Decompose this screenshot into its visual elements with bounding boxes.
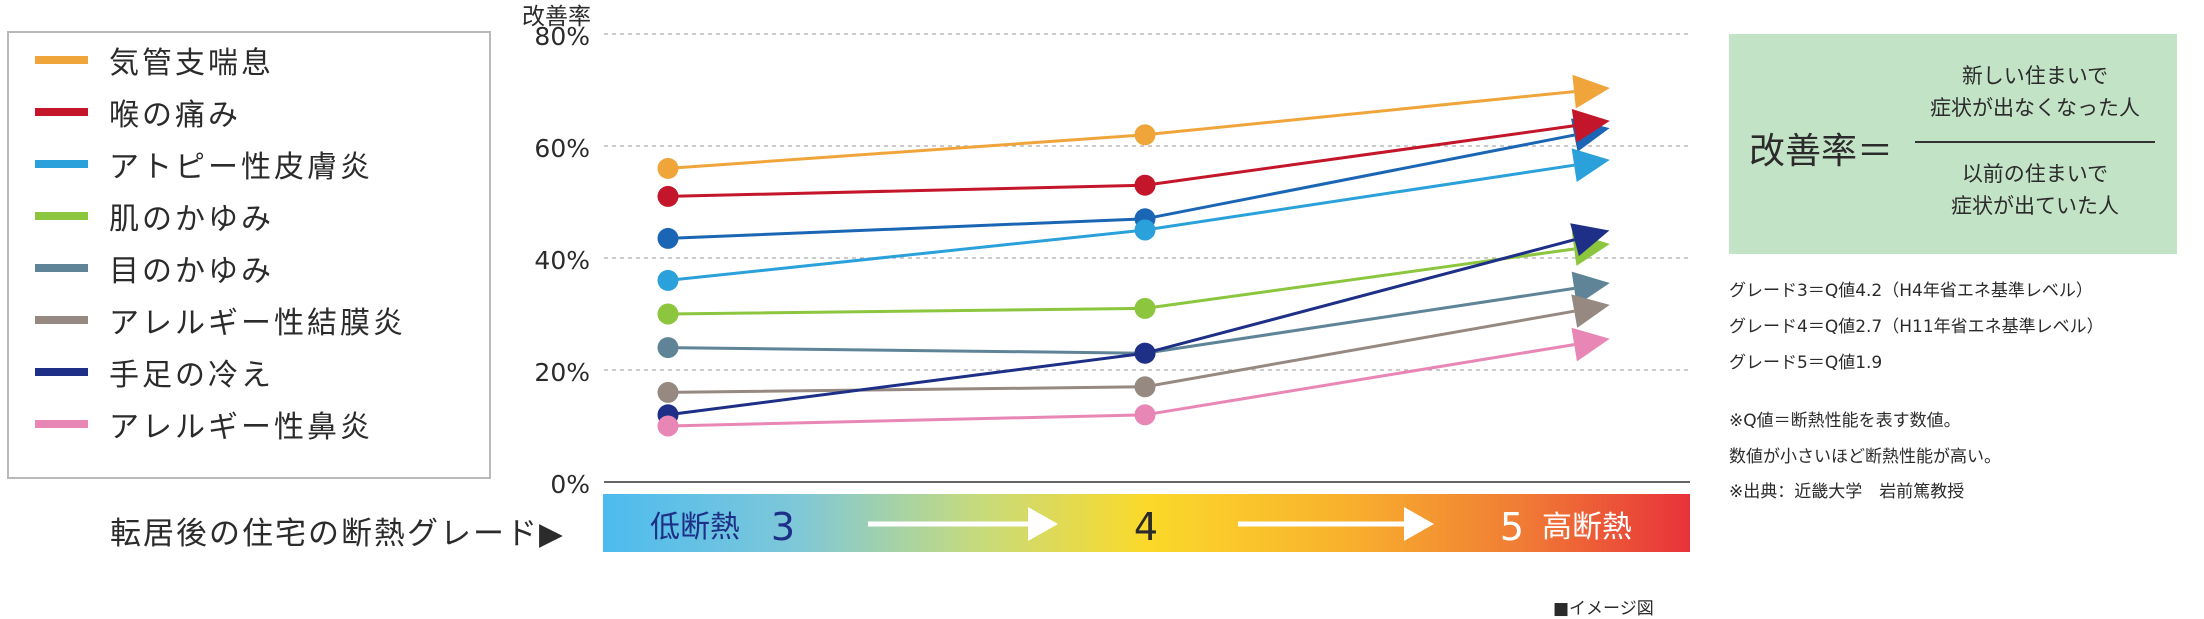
formula-denominator: 以前の住まいで 症状が出ていた人 — [1915, 158, 2155, 222]
y-tick-label: 0% — [550, 470, 590, 499]
legend-item: 手足の冷え — [35, 357, 274, 393]
legend-swatch — [35, 160, 88, 168]
y-tick-label: 20% — [534, 358, 590, 387]
series-7-point — [1134, 342, 1156, 364]
legend-item: アトピー性皮膚炎 — [35, 149, 373, 185]
note-grade-3: グレード3＝Q値4.2（H4年省エネ基準レベル） — [1729, 281, 2093, 301]
legend-label: アレルギー性結膜炎 — [109, 306, 406, 341]
series-3-point — [657, 269, 679, 291]
legend-item: 気管支喘息 — [35, 45, 274, 81]
low-insulation-label: 低断熱 — [650, 510, 740, 545]
legend-item: 肌のかゆみ — [35, 201, 274, 237]
grade-gradient-bar — [603, 494, 1690, 552]
series-6-arrowhead — [1571, 294, 1610, 328]
chart-legend: 気管支喘息喉の痛みアトピー性皮膚炎 肌のかゆみ目のかゆみアレルギー性結膜炎 手足の冷… — [7, 31, 491, 479]
y-tick-label: 60% — [534, 134, 590, 163]
formula-numerator: 新しい住まいで 症状が出なくなった人 — [1915, 60, 2155, 124]
series-4-point — [657, 303, 679, 325]
series-4-line — [667, 247, 1575, 316]
legend-item: アレルギー性鼻炎 — [35, 409, 373, 445]
note-grade-5: グレード5＝Q値1.9 — [1729, 353, 1883, 373]
series-7-arrowhead — [1570, 223, 1610, 257]
note-q-value-detail: 数値が小さいほど断熱性能が高い。 — [1729, 447, 2001, 467]
series-8-point — [1134, 404, 1156, 426]
series-3-arrowhead — [1571, 148, 1610, 182]
improvement-rate-formula: 改善率＝ 新しい住まいで 症状が出なくなった人 以前の住まいで 症状が出ていた人 — [1729, 34, 2177, 254]
legend-swatch — [35, 420, 88, 428]
legend-label: アトピー性皮膚炎 — [109, 150, 373, 185]
legend-swatch — [35, 316, 88, 324]
high-insulation-label: 高断熱 — [1542, 510, 1632, 545]
x-axis-caption: 転居後の住宅の断熱グレード▶ — [110, 516, 565, 552]
y-axis-title: 改善率 — [522, 4, 591, 30]
series-8-arrowhead — [1571, 327, 1610, 362]
series-8-point — [657, 415, 679, 437]
y-tick-label: 80% — [534, 22, 590, 51]
grade-label: 3 — [771, 505, 795, 549]
legend-label: 肌のかゆみ — [109, 202, 274, 237]
series-3-point — [1134, 219, 1156, 241]
series-2-point — [657, 185, 679, 207]
legend-label: アレルギー性鼻炎 — [109, 410, 373, 445]
series-5-line — [667, 286, 1575, 355]
grade-arrow-1-head — [1028, 507, 1058, 541]
series-5-arrowhead — [1571, 271, 1610, 306]
series-1-arrowhead — [1572, 74, 1610, 109]
formula-denominator-line-2: 症状が出ていた人 — [1951, 194, 2119, 218]
image-note: ■イメージ図 — [1553, 599, 1654, 619]
legend-label: 気管支喘息 — [109, 46, 274, 81]
series-1-point — [1134, 124, 1156, 146]
legend-item: 喉の痛み — [35, 97, 241, 133]
legend-swatch — [35, 264, 88, 272]
series-3-line — [667, 163, 1575, 282]
series-2-point — [1134, 174, 1156, 196]
formula-fraction-bar — [1915, 141, 2155, 143]
formula-lhs: 改善率＝ — [1749, 131, 1894, 172]
grade-label: 4 — [1134, 505, 1158, 549]
formula-numerator-line-1: 新しい住まいで — [1961, 64, 2109, 88]
legend-label: 喉の痛み — [109, 98, 241, 133]
note-grade-4: グレード4＝Q値2.7（H11年省エネ基準レベル） — [1729, 317, 2104, 337]
legend-swatch — [35, 212, 88, 220]
series-unlabeled-point — [657, 227, 679, 249]
formula-numerator-line-2: 症状が出なくなった人 — [1930, 96, 2140, 120]
note-source: ※出典：近畿大学 岩前篤教授 — [1729, 482, 1965, 502]
formula-denominator-line-1: 以前の住まいで — [1961, 162, 2109, 186]
grade-label: 5 — [1500, 505, 1524, 549]
series-6-point — [1134, 376, 1156, 398]
series-2-arrowhead — [1571, 108, 1610, 143]
note-q-value: ※Q値＝断熱性能を表す数値。 — [1729, 411, 1961, 431]
legend-label: 目のかゆみ — [109, 254, 274, 289]
legend-item: アレルギー性結膜炎 — [35, 305, 406, 341]
legend-swatch — [35, 56, 88, 64]
y-tick-label: 40% — [534, 246, 590, 275]
legend-label: 手足の冷え — [109, 358, 274, 393]
series-1-point — [657, 157, 679, 179]
series-6-point — [657, 381, 679, 403]
grade-arrow-2-head — [1404, 507, 1434, 541]
series-1-line — [667, 90, 1575, 170]
legend-item: 目のかゆみ — [35, 253, 274, 289]
series-5-point — [657, 337, 679, 359]
series-4-point — [1134, 297, 1156, 319]
legend-swatch — [35, 108, 88, 116]
legend-swatch — [35, 368, 88, 376]
